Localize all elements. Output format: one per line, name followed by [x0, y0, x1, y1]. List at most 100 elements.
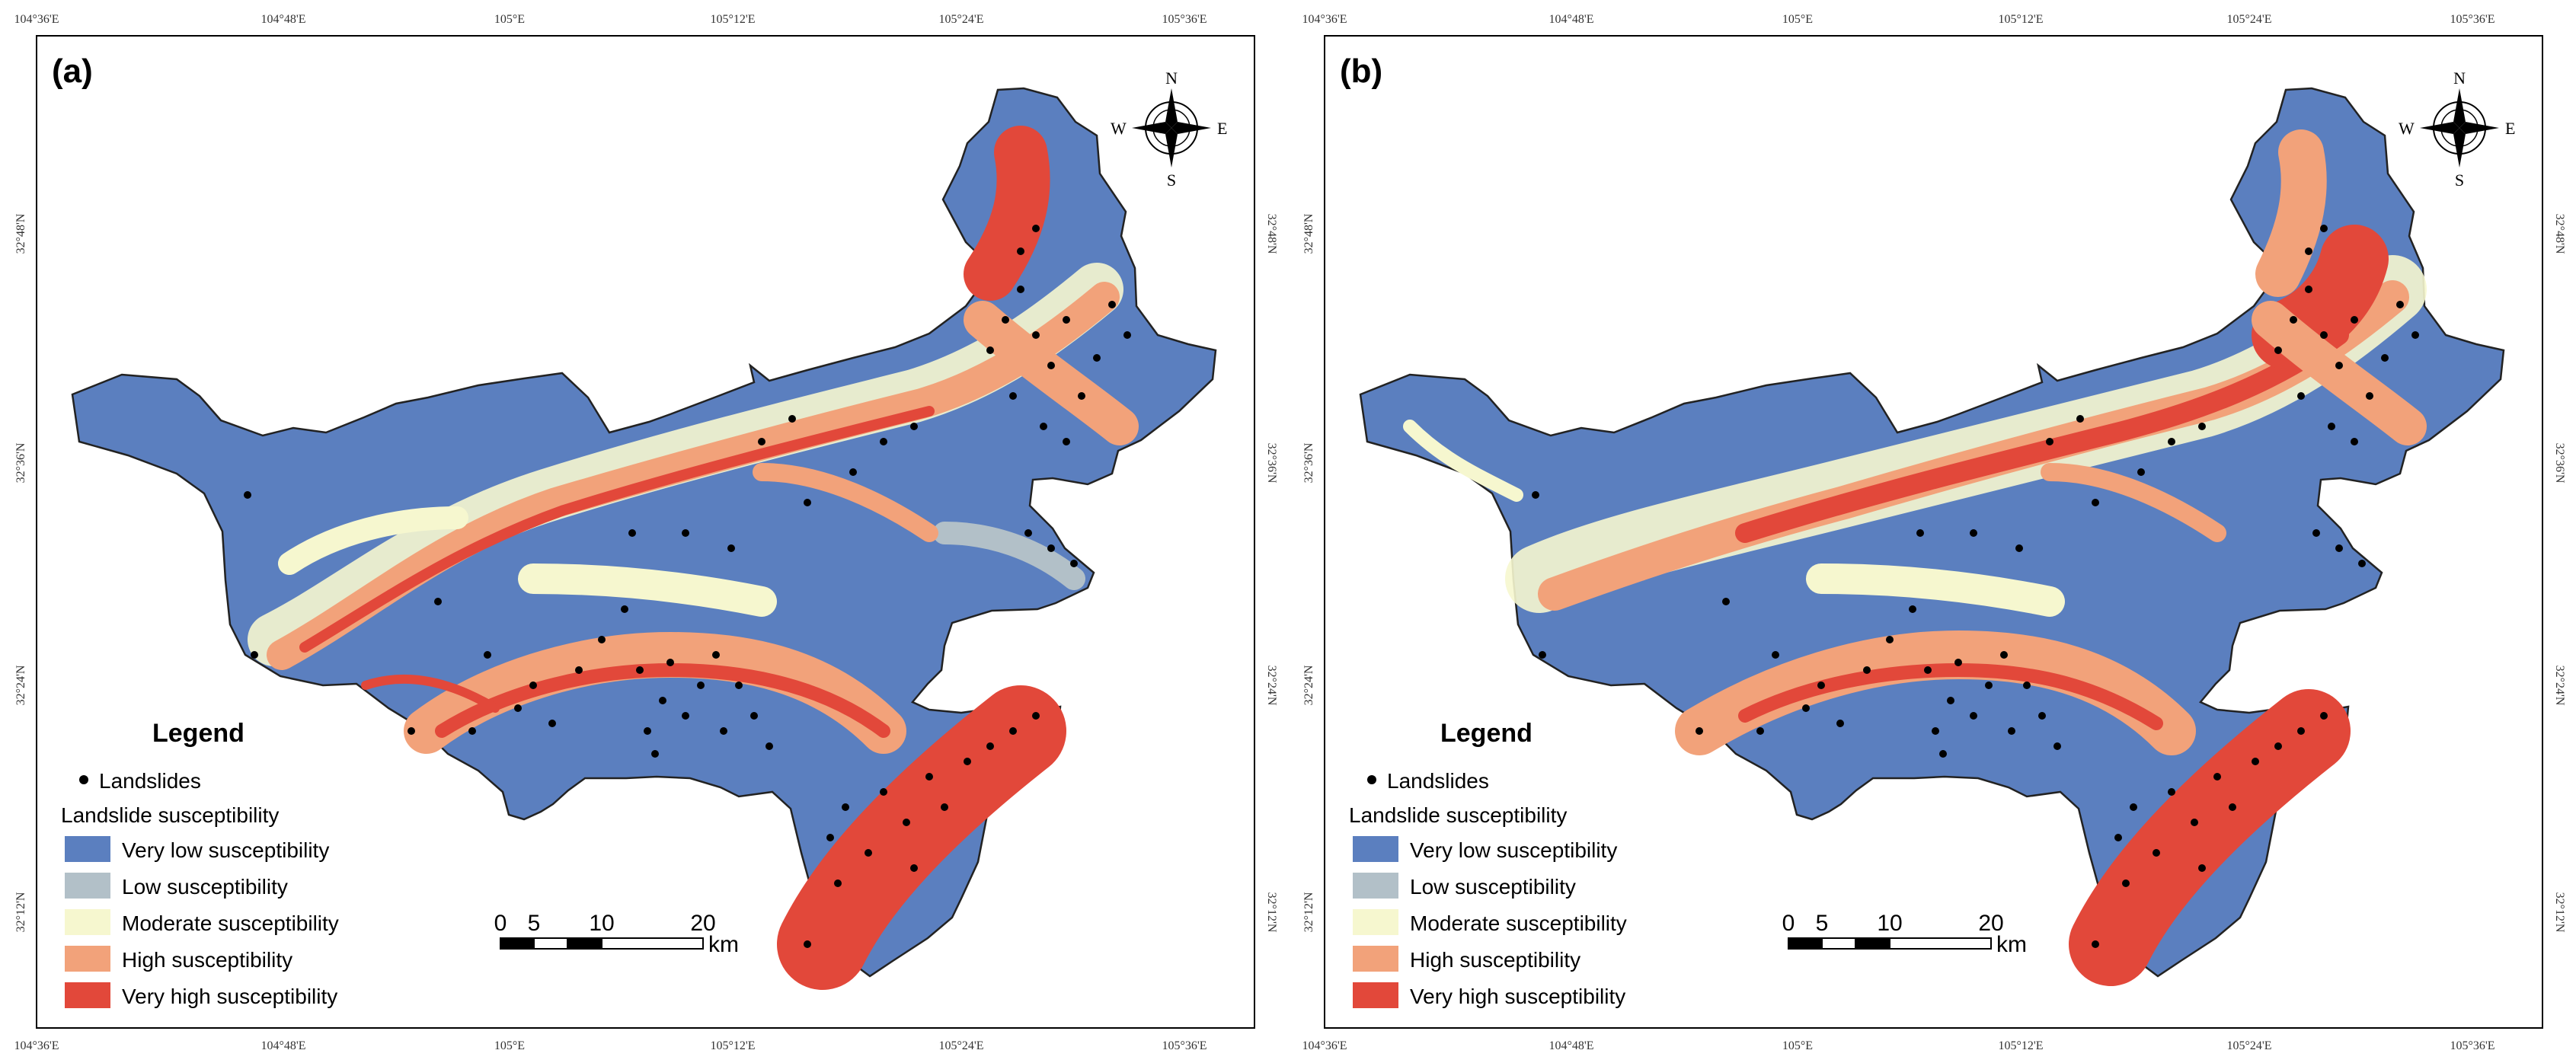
landslide-point — [1108, 301, 1116, 308]
landslide-point — [659, 697, 666, 704]
bottom-lon-ticks: 104°36'E 104°48'E 105°E 105°12'E 105°24'… — [14, 1039, 1207, 1052]
legend-title: Legend — [1440, 719, 1532, 748]
landslide-point — [788, 415, 796, 423]
landslide-point-icon — [79, 775, 88, 784]
lat-tick: 32°24'N — [1302, 665, 1315, 705]
scale-tick: 10 — [589, 911, 614, 936]
landslide-point — [2366, 392, 2373, 400]
top-lon-ticks: 104°36'E 104°48'E 105°E 105°12'E 105°24'… — [14, 13, 1207, 26]
landslide-point — [1070, 560, 1078, 567]
landslide-point — [727, 544, 735, 552]
susceptibility-bands — [1403, 129, 2427, 986]
landslide-point — [1802, 704, 1810, 712]
compass-e: E — [2505, 119, 2515, 138]
legend-swatch — [65, 946, 110, 972]
landslide-point — [1009, 392, 1017, 400]
landslide-point — [2137, 468, 2145, 476]
compass-n: N — [1165, 69, 1178, 88]
landslide-point — [1078, 392, 1085, 400]
lat-tick: 32°24'N — [1265, 666, 1278, 706]
landslide-point — [2297, 727, 2305, 735]
lat-tick: 32°48'N — [1265, 214, 1278, 254]
landslide-point — [434, 598, 442, 605]
legend-points-label: Landslides — [99, 769, 201, 793]
landslide-point — [514, 704, 522, 712]
lon-tick: 104°36'E — [14, 13, 59, 26]
landslide-point — [2076, 415, 2084, 423]
lat-tick: 32°24'N — [14, 665, 27, 705]
lon-tick: 105°E — [494, 13, 525, 26]
landslide-point — [682, 712, 689, 720]
landslide-point — [1954, 659, 1962, 666]
landslide-point — [1539, 651, 1546, 659]
landslide-point — [1909, 605, 1916, 613]
landslide-point — [1093, 354, 1101, 362]
study-area — [1359, 87, 2505, 986]
landslide-point — [1009, 727, 1017, 735]
left-lat-ticks: 32°48'N 32°36'N 32°24'N 32°12'N — [1302, 213, 1315, 932]
lon-tick: 105°36'E — [1162, 1039, 1207, 1052]
legend-swatch — [1353, 836, 1398, 862]
landslide-point — [712, 651, 720, 659]
legend-swatch — [65, 836, 110, 862]
landslide-point — [2168, 438, 2175, 445]
landslide-point — [2312, 529, 2320, 537]
landslide-points — [244, 225, 1131, 948]
landslide-point — [910, 423, 918, 430]
lat-tick: 32°36'N — [1265, 443, 1278, 484]
landslide-point — [621, 605, 628, 613]
susceptibility-bands — [248, 126, 1139, 990]
lon-tick: 105°E — [494, 1039, 525, 1052]
landslide-point — [2305, 286, 2312, 293]
landslide-point — [2274, 742, 2282, 750]
legend-title: Legend — [152, 719, 244, 748]
top-lon-ticks: 104°36'E 104°48'E 105°E 105°12'E 105°24'… — [1302, 13, 2495, 26]
landslide-point — [2320, 712, 2328, 720]
lat-tick: 32°48'N — [14, 213, 27, 254]
landslide-point — [1970, 712, 1977, 720]
landslide-point — [2229, 803, 2236, 811]
scale-tick: 20 — [1978, 911, 2003, 936]
landslide-point — [1886, 636, 1894, 643]
legend-subtitle: Landslide susceptibility — [1349, 803, 1567, 827]
landslide-point — [666, 659, 674, 666]
landslide-point — [1032, 712, 1040, 720]
landslide-point — [598, 636, 606, 643]
landslide-point — [880, 788, 887, 796]
landslide-point — [964, 758, 971, 765]
landslide-point — [1817, 682, 1825, 689]
landslide-point — [548, 720, 556, 727]
landslide-point — [925, 773, 933, 780]
landslide-point — [849, 468, 857, 476]
landslide-point — [2015, 544, 2023, 552]
legend-subtitle: Landslide susceptibility — [61, 803, 279, 827]
landslide-point — [1863, 666, 1871, 674]
panel-label: (b) — [1340, 53, 1382, 90]
landslide-point — [2335, 362, 2343, 369]
legend-class-label: Very high susceptibility — [1410, 985, 1625, 1008]
landslide-point — [1002, 316, 1009, 324]
landslide-point — [2008, 727, 2015, 735]
legend-class-label: Low susceptibility — [122, 875, 288, 899]
lon-tick: 104°36'E — [1302, 1039, 1347, 1052]
landslide-point — [2381, 354, 2389, 362]
map-panel-a-svg: 104°36'E 104°48'E 105°E 105°12'E 105°24'… — [14, 13, 1278, 1052]
compass-s: S — [1167, 171, 1176, 190]
legend-class-label: Moderate susceptibility — [1410, 911, 1627, 935]
landslide-point — [575, 666, 583, 674]
landslide-point — [941, 803, 948, 811]
landslide-point — [651, 750, 659, 758]
landslide-point — [826, 834, 834, 841]
legend-class-label: High susceptibility — [122, 948, 292, 972]
landslide-point — [2328, 423, 2335, 430]
landslide-point — [1932, 727, 1939, 735]
lon-tick: 105°24'E — [2226, 1039, 2271, 1052]
landslide-point — [2038, 712, 2046, 720]
north-arrow-icon: N S E W — [2399, 69, 2515, 190]
landslide-point — [1985, 682, 1993, 689]
scale-bar: 0 5 10 20 km — [494, 911, 739, 957]
landslide-point — [1836, 720, 1844, 727]
landslide-point — [2023, 682, 2031, 689]
scale-tick: 10 — [1877, 911, 1902, 936]
landslide-point — [2358, 560, 2366, 567]
